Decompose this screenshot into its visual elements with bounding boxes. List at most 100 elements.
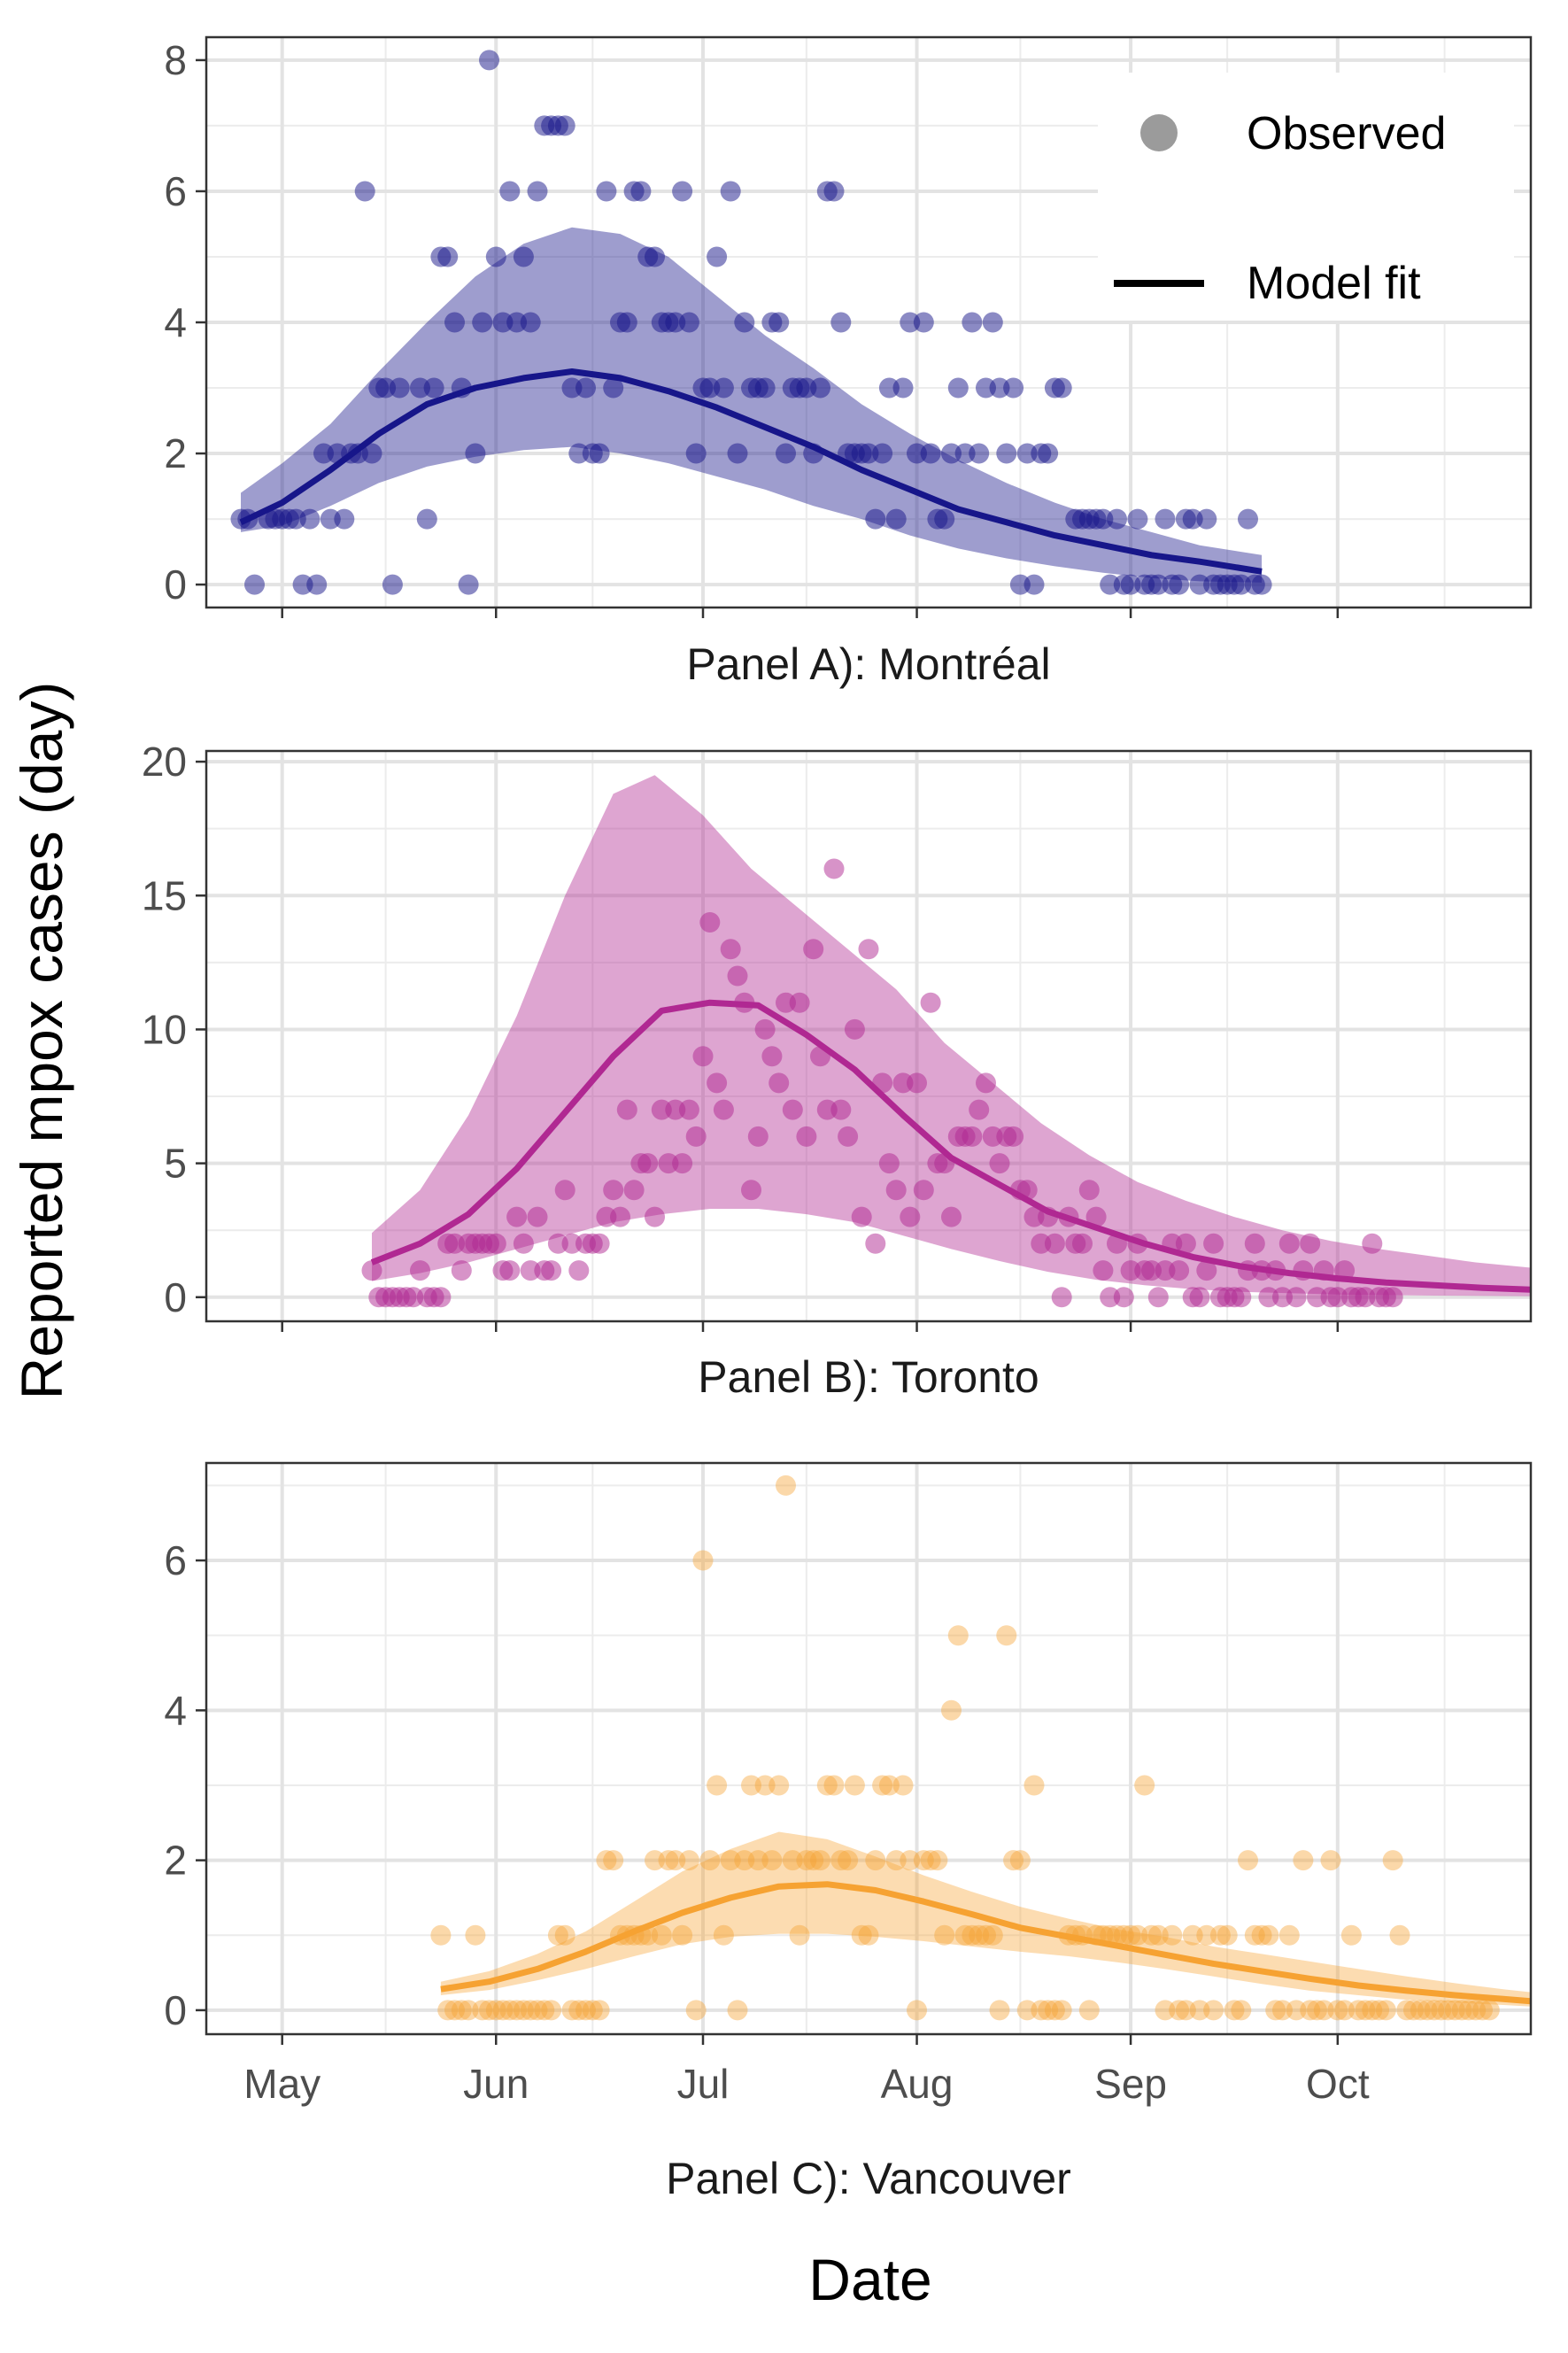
observed-point (554, 115, 575, 136)
observed-point (865, 508, 886, 530)
observed-point (575, 377, 596, 399)
observed-point (678, 1099, 699, 1120)
observed-point (872, 1775, 893, 1796)
plot-background (206, 1463, 1531, 2034)
observed-point (472, 2000, 493, 2021)
observed-point (1403, 2000, 1424, 2021)
observed-point (878, 1775, 900, 1796)
observed-point (561, 2000, 583, 2021)
observed-point (782, 1850, 803, 1871)
observed-point (554, 1180, 575, 1201)
observed-point (1382, 1850, 1403, 1871)
observed-points (361, 858, 1403, 1308)
observed-point (976, 1924, 996, 1946)
observed-point (1300, 1233, 1321, 1254)
observed-point (865, 1233, 886, 1254)
observed-point (1038, 443, 1059, 464)
observed-point (527, 181, 548, 202)
observed-point (969, 1924, 990, 1946)
observed-point (513, 1233, 534, 1254)
observed-point (900, 1206, 921, 1227)
observed-point (568, 2000, 590, 2021)
observed-point (907, 2000, 927, 2021)
observed-point (1431, 2000, 1452, 2021)
observed-point (810, 1850, 830, 1871)
observed-point (1293, 1850, 1314, 1871)
plot-background (206, 751, 1531, 1321)
observed-point (1348, 2000, 1369, 2021)
observed-point (844, 1018, 865, 1040)
x-tick-label: Oct (1306, 2061, 1370, 2107)
observed-point (900, 1850, 921, 1871)
observed-point (1231, 1287, 1252, 1308)
observed-point (1265, 2000, 1286, 2021)
observed-point (1003, 1850, 1024, 1871)
observed-point (645, 246, 665, 267)
observed-point (472, 312, 493, 333)
observed-point (1023, 574, 1045, 595)
observed-point (1196, 1260, 1217, 1281)
observed-point (1182, 1924, 1203, 1946)
observed-point (1196, 1924, 1217, 1946)
observed-point (913, 312, 934, 333)
observed-point (437, 2000, 459, 2021)
observed-point (769, 1072, 790, 1094)
observed-point (1127, 508, 1148, 530)
observed-point (527, 1206, 548, 1227)
x-tick-label: Jul (677, 2061, 730, 2107)
y-tick-label: 5 (164, 1141, 187, 1187)
observed-point (954, 1924, 976, 1946)
observed-point (568, 1260, 590, 1281)
observed-point (754, 377, 776, 399)
observed-point (1016, 2000, 1038, 2021)
observed-point (1023, 1775, 1045, 1796)
legend-point-symbol (1140, 114, 1178, 151)
observed-point (1169, 2000, 1190, 2021)
observed-point (520, 2000, 541, 2021)
x-tick-label: Jun (463, 2061, 529, 2107)
observed-point (451, 2000, 472, 2021)
observed-point (1113, 1924, 1134, 1946)
observed-point (761, 1850, 783, 1871)
observed-point (630, 181, 652, 202)
model-fit-line (440, 1881, 1531, 2005)
observed-point (907, 1072, 927, 1094)
y-tick-label: 8 (164, 37, 187, 83)
observed-point (616, 312, 637, 333)
observed-point (741, 1180, 761, 1201)
observed-point (1155, 2000, 1176, 2021)
y-tick-label: 15 (142, 872, 187, 918)
observed-point (485, 2000, 506, 2021)
observed-point (789, 1924, 810, 1946)
y-tick-label: 2 (164, 1838, 187, 1884)
observed-point (776, 443, 796, 464)
gridlines (206, 751, 1531, 1321)
observed-point (838, 1126, 859, 1147)
observed-point (1396, 2000, 1417, 2021)
observed-point (465, 443, 486, 464)
observed-point (996, 443, 1017, 464)
observed-point (1044, 1233, 1065, 1254)
observed-point (596, 181, 617, 202)
y-tick-label: 0 (164, 1987, 187, 2033)
panel-caption: Panel C): Vancouver (666, 2154, 1071, 2203)
observed-point (672, 1153, 693, 1174)
observed-point (769, 312, 790, 333)
observed-point (1472, 2000, 1493, 2021)
observed-point (1451, 2000, 1472, 2021)
observed-point (727, 443, 748, 464)
observed-point (699, 912, 721, 933)
observed-point (651, 1924, 672, 1946)
observed-point (747, 1850, 769, 1871)
observed-point (547, 1924, 568, 1946)
observed-point (1375, 2000, 1396, 2021)
observed-point (1410, 2000, 1431, 2021)
observed-point (1203, 2000, 1224, 2021)
observed-point (616, 1099, 637, 1120)
observed-point (892, 1775, 914, 1796)
observed-point (1369, 2000, 1390, 2021)
panel-toronto: 0 5 10 15 20 Panel B): Toronto (142, 739, 1533, 1402)
observed-point (727, 965, 748, 987)
plot-area (230, 50, 1272, 595)
observed-point (878, 1153, 900, 1174)
